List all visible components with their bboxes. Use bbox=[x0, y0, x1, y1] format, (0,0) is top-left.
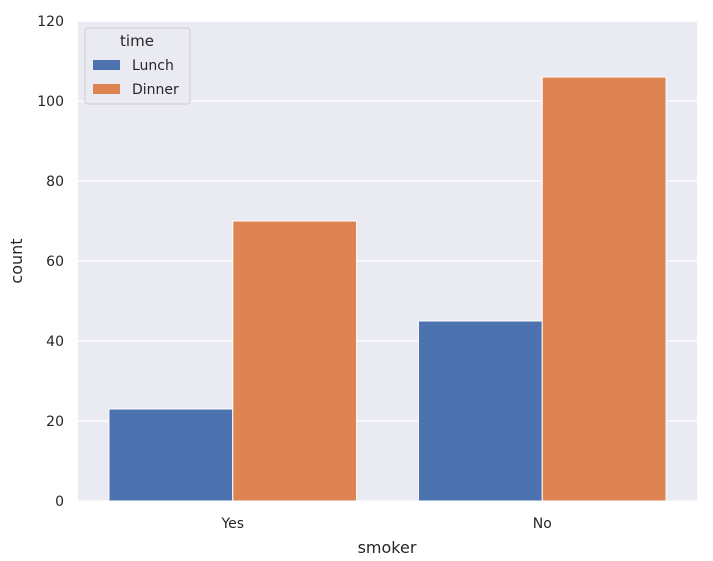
x-tick-label: Yes bbox=[220, 516, 244, 532]
x-tick-labels: Yes No bbox=[220, 516, 551, 532]
y-axis-label: count bbox=[7, 238, 26, 283]
y-tick-label: 80 bbox=[46, 174, 64, 190]
legend: time Lunch Dinner bbox=[84, 27, 191, 105]
legend-items: Lunch Dinner bbox=[93, 58, 179, 98]
bar-lunch-no bbox=[417, 320, 543, 502]
legend-swatch bbox=[93, 84, 120, 94]
legend-swatch bbox=[93, 60, 120, 70]
bar-dinner-no bbox=[541, 76, 667, 502]
x-axis-label: smoker bbox=[358, 538, 417, 557]
x-tick-label: No bbox=[533, 516, 552, 532]
y-tick-label: 120 bbox=[37, 14, 64, 30]
bar-dinner-yes bbox=[232, 220, 358, 502]
y-tick-label: 40 bbox=[46, 334, 64, 350]
y-tick-label: 60 bbox=[46, 254, 64, 270]
legend-title: time bbox=[120, 32, 154, 50]
legend-label: Dinner bbox=[132, 82, 179, 98]
y-tick-label: 100 bbox=[37, 94, 64, 110]
bars bbox=[108, 76, 667, 502]
y-tick-label: 0 bbox=[55, 494, 64, 510]
legend-label: Lunch bbox=[132, 58, 174, 74]
bar-lunch-yes bbox=[108, 408, 234, 502]
y-tick-label: 20 bbox=[46, 414, 64, 430]
y-tick-labels: 0 20 40 60 80 100 120 bbox=[37, 14, 64, 510]
